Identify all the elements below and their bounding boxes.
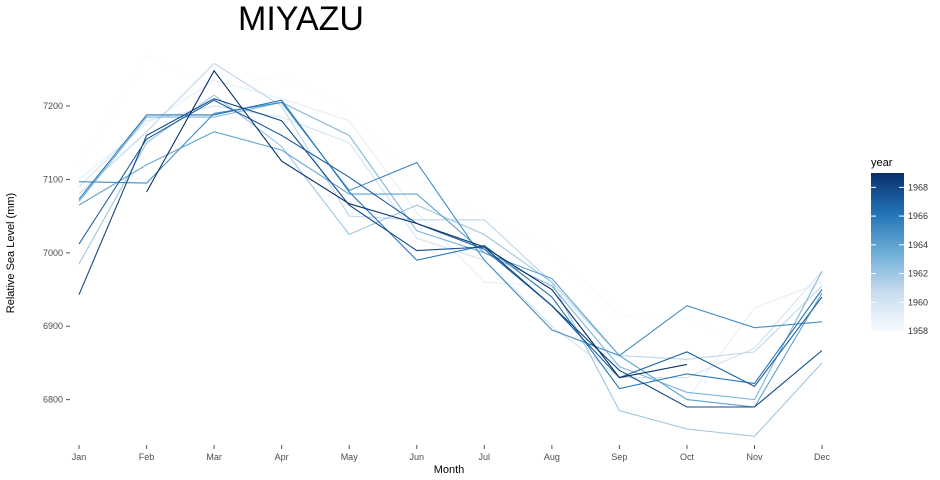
series-line <box>146 69 688 379</box>
legend-colorbar <box>871 173 904 331</box>
legend-tick-label: 1960 <box>908 297 928 307</box>
legend-tick-label: 1962 <box>908 269 928 279</box>
y-tick-label: 6900 <box>43 321 63 331</box>
x-axis-label: Month <box>434 464 465 476</box>
series-line <box>78 101 823 357</box>
legend-tick-label: 1964 <box>908 240 928 250</box>
x-tick-label: Sep <box>611 452 627 462</box>
y-tick-label: 6800 <box>43 395 63 405</box>
x-tick-label: Feb <box>139 452 155 462</box>
x-tick-label: Oct <box>680 452 695 462</box>
x-tick-label: Mar <box>206 452 222 462</box>
legend: year 1958 1960 1962 1964 1966 1968 <box>871 157 928 336</box>
y-tick-label: 7200 <box>43 101 63 111</box>
y-axis: 6800 6900 7000 7100 7200 <box>43 101 70 405</box>
y-tick-label: 7000 <box>43 248 63 258</box>
series-lines <box>78 55 823 437</box>
x-tick-label: Apr <box>275 452 289 462</box>
legend-tick-label: 1958 <box>908 326 928 336</box>
chart-title: MIYAZU <box>238 0 364 38</box>
legend-tick-label: 1968 <box>908 182 928 192</box>
series-line <box>78 55 823 349</box>
series-line <box>78 99 823 390</box>
series-line <box>78 79 823 401</box>
legend-ticks: 1958 1960 1962 1964 1966 1968 <box>871 182 928 336</box>
x-tick-label: Aug <box>544 452 560 462</box>
series-line <box>78 94 823 437</box>
legend-title: year <box>871 157 893 169</box>
series-line <box>78 98 823 408</box>
y-tick-label: 7100 <box>43 174 63 184</box>
y-axis-label: Relative Sea Level (mm) <box>5 193 17 313</box>
x-tick-label: Nov <box>746 452 763 462</box>
x-tick-label: Jan <box>72 452 87 462</box>
x-tick-label: Jun <box>409 452 424 462</box>
x-axis: Jan Feb Mar Apr May Jun Jul Aug Sep Oct Nov Dec <box>72 445 831 462</box>
series-line <box>78 99 823 388</box>
x-tick-label: Jul <box>479 452 491 462</box>
x-tick-label: May <box>341 452 359 462</box>
legend-tick-label: 1966 <box>908 211 928 221</box>
series-line <box>78 131 823 408</box>
series-line <box>78 101 823 401</box>
x-tick-label: Dec <box>814 452 831 462</box>
